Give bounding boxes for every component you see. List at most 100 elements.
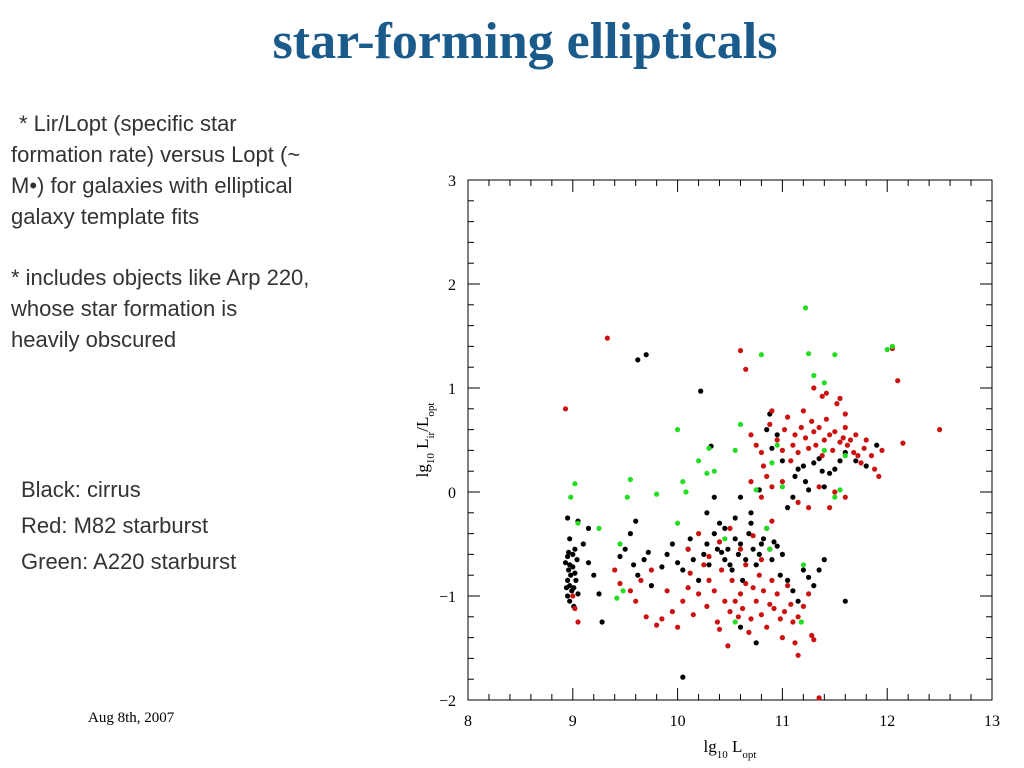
data-point xyxy=(832,429,838,435)
slide-date: Aug 8th, 2007 xyxy=(88,710,175,726)
data-point xyxy=(571,585,577,591)
data-point xyxy=(706,445,712,451)
data-point xyxy=(645,549,651,555)
data-point xyxy=(570,593,576,599)
data-point xyxy=(816,695,822,701)
data-point xyxy=(622,546,628,552)
data-point xyxy=(570,564,576,570)
data-point xyxy=(816,567,822,573)
data-point xyxy=(575,619,581,625)
data-point xyxy=(643,614,649,620)
data-point xyxy=(823,390,830,396)
data-point xyxy=(565,593,571,599)
y-tick-label: 1 xyxy=(448,381,456,398)
data-point xyxy=(687,570,693,576)
data-point xyxy=(664,551,670,558)
data-point xyxy=(567,536,573,542)
data-point xyxy=(704,470,710,476)
x-tick-label: 11 xyxy=(775,713,790,730)
data-point xyxy=(767,546,773,552)
data-point xyxy=(811,385,817,391)
data-point xyxy=(863,463,869,469)
data-point xyxy=(760,536,767,542)
data-point xyxy=(696,531,702,537)
data-point xyxy=(743,366,749,372)
data-point xyxy=(727,525,733,532)
data-point xyxy=(816,424,822,431)
data-point xyxy=(769,460,775,466)
data-point xyxy=(566,567,572,573)
data-point xyxy=(614,595,620,601)
data-point xyxy=(675,624,681,630)
data-point xyxy=(627,588,634,594)
data-point xyxy=(758,449,765,456)
data-point xyxy=(844,442,851,448)
x-tick-label: 10 xyxy=(670,713,686,730)
data-point xyxy=(790,619,796,625)
data-point xyxy=(769,484,775,490)
data-point xyxy=(821,484,827,490)
tick-marks xyxy=(467,179,993,701)
data-point xyxy=(727,609,733,615)
data-point xyxy=(753,487,759,493)
data-point xyxy=(635,357,641,363)
data-point xyxy=(774,437,780,443)
data-point xyxy=(819,393,825,399)
y-tick-label: 0 xyxy=(448,485,456,502)
y-tick-label: −2 xyxy=(439,693,456,710)
data-point xyxy=(725,643,731,649)
data-point xyxy=(800,408,807,414)
data-point xyxy=(832,466,838,472)
data-point xyxy=(821,557,827,563)
data-point xyxy=(635,572,641,578)
data-point xyxy=(861,445,867,451)
data-point xyxy=(643,352,649,358)
data-point xyxy=(706,553,712,560)
data-point xyxy=(811,429,817,435)
data-point xyxy=(680,598,686,604)
data-point xyxy=(842,598,848,604)
data-point xyxy=(562,560,569,566)
data-point xyxy=(740,605,746,612)
data-point xyxy=(675,520,681,526)
data-point xyxy=(585,525,592,532)
data-point xyxy=(840,435,846,441)
data-point xyxy=(711,531,717,537)
data-point xyxy=(580,541,586,547)
data-point xyxy=(729,567,735,573)
data-point xyxy=(790,442,796,448)
data-point xyxy=(779,484,786,490)
data-point xyxy=(706,577,712,584)
data-point xyxy=(785,583,791,589)
data-point xyxy=(853,458,859,464)
data-point xyxy=(732,447,738,453)
data-point xyxy=(900,440,906,446)
bullet-sfr-definition: * Lir/Lopt (specific star formation rate… xyxy=(11,111,301,229)
data-point xyxy=(575,591,581,597)
data-point xyxy=(800,562,807,568)
data-point xyxy=(876,473,882,479)
data-point xyxy=(809,632,815,639)
data-point xyxy=(785,505,791,511)
data-point xyxy=(680,674,686,680)
data-point xyxy=(633,598,639,604)
data-point xyxy=(617,541,623,547)
data-point xyxy=(884,346,890,353)
data-point xyxy=(806,505,812,511)
data-point xyxy=(837,439,843,445)
data-point xyxy=(853,432,859,438)
data-point xyxy=(889,343,896,349)
data-point xyxy=(837,395,843,401)
data-point xyxy=(779,479,786,485)
x-tick-label: 9 xyxy=(569,713,577,730)
data-point xyxy=(832,352,838,358)
data-point xyxy=(827,432,833,438)
data-point xyxy=(567,598,573,604)
data-point xyxy=(788,458,794,464)
data-point xyxy=(802,435,809,441)
data-point xyxy=(722,536,728,542)
data-point xyxy=(585,560,592,566)
data-point xyxy=(706,562,712,568)
data-point xyxy=(737,591,744,597)
